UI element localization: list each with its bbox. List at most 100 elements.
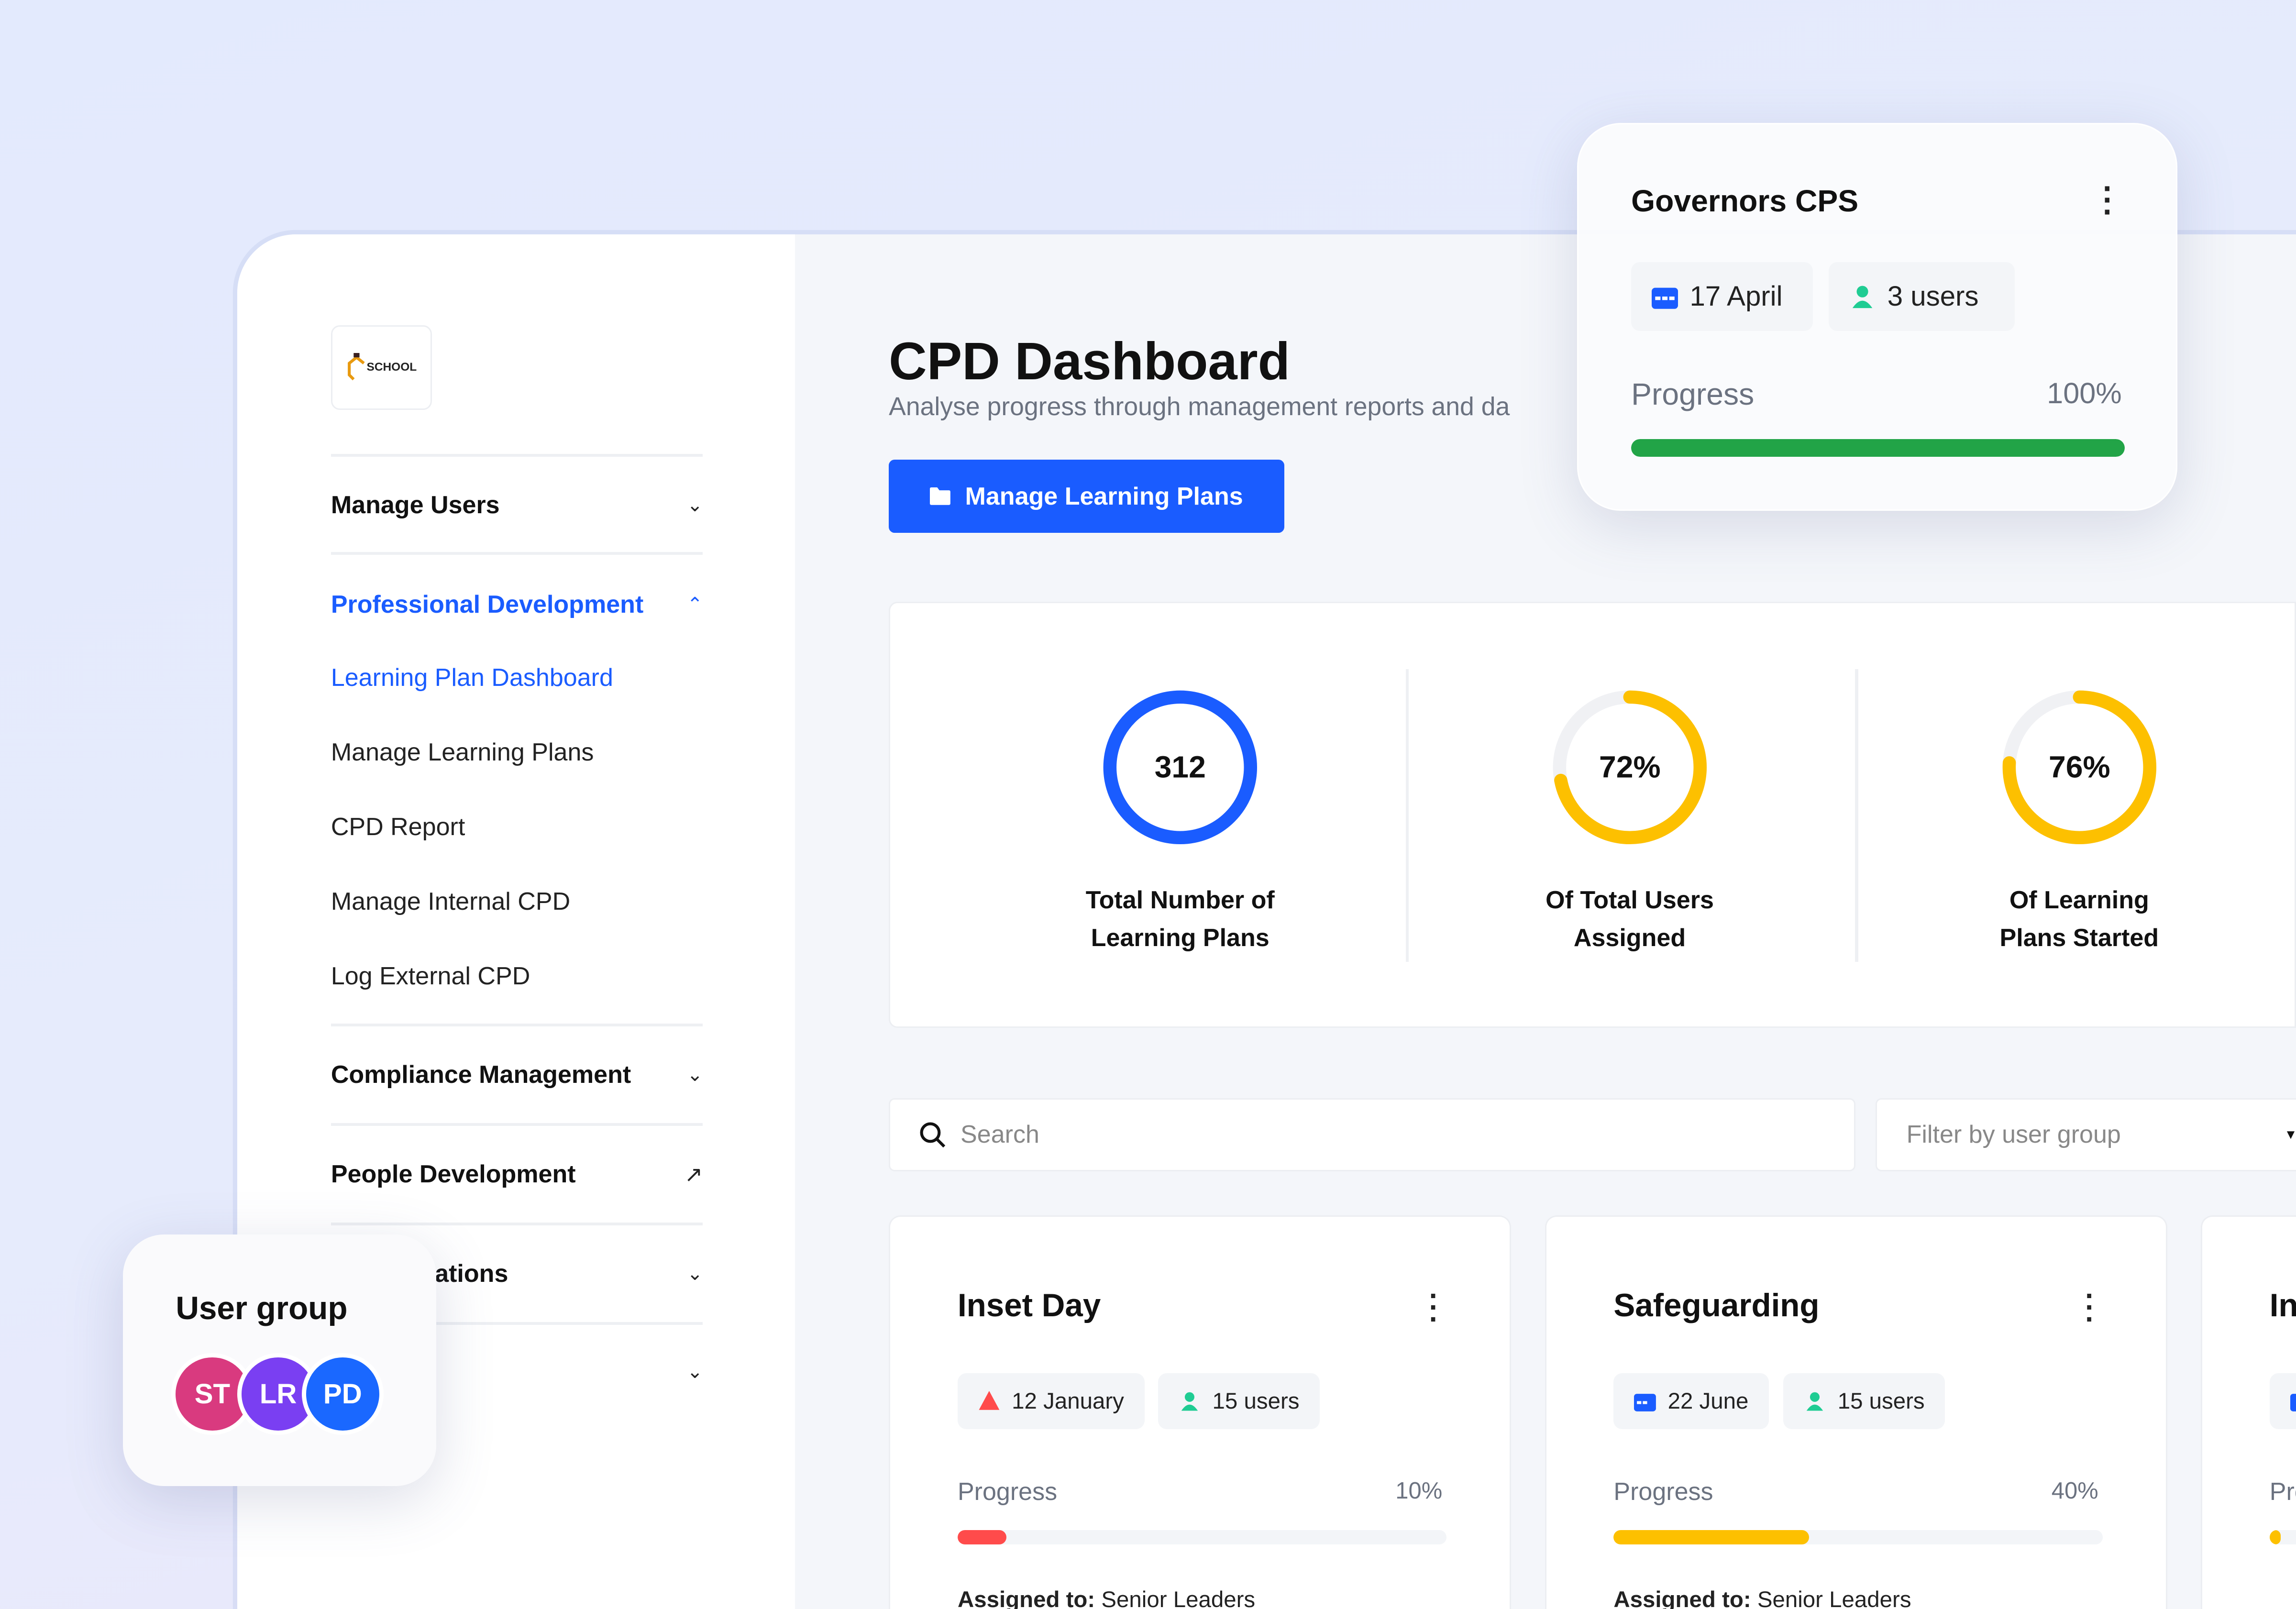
page-subtitle: Analyse progress through management repo… (889, 393, 1510, 421)
date-text: 17 April (1689, 281, 1783, 312)
users-text: 3 users (1887, 281, 1979, 312)
learning-plan-card[interactable]: Safeguarding · · · 22 June 15 users Progre… (1545, 1215, 2167, 1609)
nav-compliance-management[interactable]: Compliance Management ⌄ (331, 1057, 703, 1092)
calendar-icon (2290, 1394, 2296, 1411)
stat-total-plans: 312 Total Number of Learning Plans (956, 603, 1404, 1026)
date-text: 12 January (1012, 1388, 1124, 1414)
nav-cpd-report[interactable]: CPD Report (331, 813, 465, 841)
chevron-down-icon: ⌄ (687, 1263, 703, 1285)
filter-placeholder: Filter by user group (1906, 1121, 2121, 1149)
progress-bar (957, 1530, 1447, 1545)
search-icon (920, 1122, 946, 1148)
divider (1855, 669, 1858, 962)
progress-fill (1631, 439, 2125, 457)
nav-manage-users[interactable]: Manage Users ⌄ (331, 487, 703, 522)
chevron-down-icon: ⌄ (687, 495, 703, 516)
progress-bar (1631, 439, 2125, 457)
card-title: Safeguarding (1613, 1287, 1820, 1323)
warning-icon (979, 1391, 1000, 1410)
chevron-down-icon: ▼ (2284, 1127, 2296, 1142)
learning-plan-card[interactable]: In Pro (2200, 1215, 2296, 1609)
date-text: 22 June (1667, 1388, 1749, 1414)
ring-fill (1103, 690, 1257, 844)
date-chip: 22 June (1613, 1373, 1769, 1429)
avatar[interactable]: PD (301, 1353, 384, 1435)
search-placeholder: Search (960, 1121, 1039, 1149)
logo-text: SCHOOL (366, 361, 417, 374)
stat-label: Total Number of Learning Plans (1085, 886, 1275, 952)
folder-icon (930, 487, 950, 506)
page-title: CPD Dashboard (889, 331, 1290, 391)
users-icon (1853, 286, 1873, 308)
divider (331, 1223, 703, 1226)
progress-ring: 72% (1553, 690, 1707, 844)
progress-ring: 312 (1103, 690, 1257, 844)
calendar-icon (1651, 287, 1678, 309)
button-label: Manage Learning Plans (965, 482, 1243, 510)
divider (331, 1023, 703, 1026)
nav-item-hidden[interactable]: ⌄ (331, 1355, 703, 1389)
users-chip: 15 users (1158, 1373, 1320, 1429)
nav-learning-plan-dashboard[interactable]: Learning Plan Dashboard (331, 663, 613, 692)
card-title: Inset Day (957, 1287, 1101, 1323)
filter-user-group-select[interactable]: Filter by user group ▼ (1876, 1098, 2296, 1171)
chevron-up-icon: ⌃ (687, 594, 703, 616)
assigned-label: Assigned to: (957, 1587, 1095, 1609)
ring-fill (2002, 690, 2156, 844)
divider (331, 1322, 703, 1325)
divider (331, 1123, 703, 1126)
nav-people-development[interactable]: People Development ↗ (331, 1157, 703, 1191)
progress-value: 100% (2047, 376, 2122, 409)
progress-label: Progress (957, 1477, 1058, 1506)
progress-value: 10% (1395, 1477, 1443, 1504)
stat-label: Of Learning Plans Started (1999, 886, 2159, 952)
users-text: 15 users (1837, 1388, 1925, 1414)
nav-label: People Development (331, 1160, 576, 1189)
users-text: 15 users (1212, 1388, 1300, 1414)
search-input[interactable]: Search (889, 1098, 1855, 1171)
nav-label: ations (435, 1260, 508, 1288)
nav-manage-learning-plans[interactable]: Manage Learning Plans (331, 738, 594, 766)
nav-label: Manage Users (331, 491, 500, 519)
user-group-card[interactable]: User group ST LR PD (123, 1234, 437, 1487)
chevron-down-icon: ⌄ (687, 1064, 703, 1085)
stat-value: 312 (1155, 749, 1206, 784)
calendar-icon (1634, 1394, 1656, 1411)
stat-plans-started: 76% Of Learning Plans Started (1855, 603, 2294, 1026)
progress-fill (957, 1530, 1007, 1545)
learning-plan-card[interactable]: Inset Day · · · 12 January 15 users Progre… (889, 1215, 1512, 1609)
manage-learning-plans-button[interactable]: Manage Learning Plans (889, 460, 1284, 533)
nav-log-external-cpd[interactable]: Log External CPD (331, 962, 530, 991)
governors-card[interactable]: Governors CPS · · · 17 April 3 users Progr… (1577, 123, 2177, 511)
nav-manage-internal-cpd[interactable]: Manage Internal CPD (331, 888, 571, 916)
ring-fill (1553, 690, 1707, 844)
progress-bar (1613, 1530, 2103, 1545)
assigned-value: Senior Leaders (1757, 1587, 1911, 1609)
school-logo[interactable]: SCHOOL (331, 325, 432, 410)
progress-fill (2269, 1530, 2281, 1545)
more-options-icon[interactable]: · · · (2085, 1279, 2095, 1335)
progress-bar (2269, 1530, 2296, 1545)
more-options-icon[interactable]: · · · (1429, 1279, 1439, 1335)
nav-professional-development[interactable]: Professional Development ⌃ (331, 587, 703, 622)
users-chip: 15 users (1783, 1373, 1945, 1429)
divider (331, 552, 703, 555)
assigned-to: Assigned to: Senior Leaders (957, 1587, 1255, 1609)
card-title: User group (176, 1290, 348, 1326)
users-chip: 3 users (1829, 262, 2015, 331)
assigned-to: Assigned to: Senior Leaders (1613, 1587, 1911, 1609)
progress-label: Pro (2269, 1477, 2296, 1506)
nav-label: Professional Development (331, 591, 644, 619)
progress-fill (1613, 1530, 1810, 1545)
divider (1405, 669, 1409, 962)
date-chip: 17 April (1631, 262, 1813, 331)
more-options-icon[interactable]: · · · (2102, 170, 2114, 230)
progress-value: 40% (2051, 1477, 2098, 1504)
progress-ring: 76% (2002, 690, 2156, 844)
stat-value: 72% (1599, 749, 1661, 784)
nav-item-partial[interactable]: ations ⌄ (331, 1256, 703, 1291)
progress-label: Progress (1613, 1477, 1713, 1506)
arrow-up-right-icon: ↗ (684, 1162, 703, 1187)
date-chip (2269, 1373, 2296, 1429)
